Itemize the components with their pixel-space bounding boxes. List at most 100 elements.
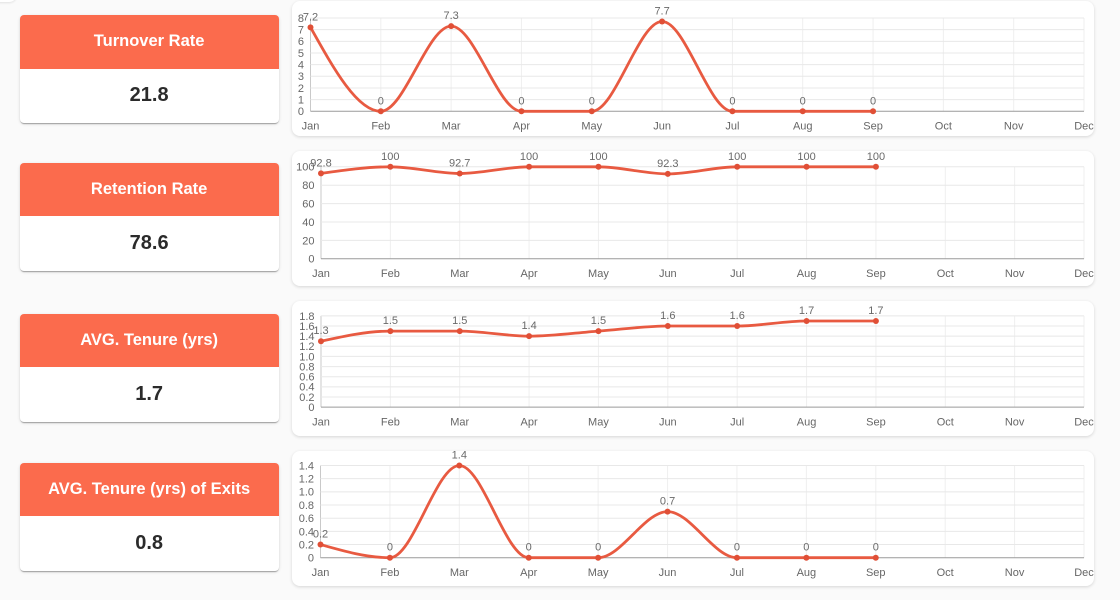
svg-text:Mar: Mar <box>450 268 469 280</box>
svg-text:Aug: Aug <box>796 268 816 280</box>
svg-text:0: 0 <box>518 96 524 108</box>
svg-text:Sep: Sep <box>866 268 886 280</box>
svg-text:7.7: 7.7 <box>654 6 669 18</box>
svg-text:Dec: Dec <box>1074 416 1094 428</box>
svg-text:0.7: 0.7 <box>659 495 674 507</box>
svg-text:1.4: 1.4 <box>451 451 466 462</box>
svg-text:20: 20 <box>302 235 314 247</box>
svg-text:7.2: 7.2 <box>302 12 317 24</box>
svg-text:0: 0 <box>377 96 383 108</box>
svg-text:2: 2 <box>297 83 303 95</box>
svg-text:0: 0 <box>803 541 809 553</box>
svg-text:1.3: 1.3 <box>313 325 328 337</box>
svg-text:Jan: Jan <box>301 121 319 133</box>
svg-text:100: 100 <box>519 151 537 163</box>
svg-text:4: 4 <box>297 60 303 72</box>
svg-text:Jun: Jun <box>653 121 671 133</box>
svg-text:Jul: Jul <box>730 268 744 280</box>
svg-text:Jan: Jan <box>311 567 329 579</box>
svg-text:0: 0 <box>799 96 805 108</box>
svg-text:0: 0 <box>525 541 531 553</box>
svg-text:Aug: Aug <box>792 121 812 133</box>
svg-text:92.8: 92.8 <box>310 157 331 169</box>
svg-text:1.5: 1.5 <box>382 315 397 327</box>
svg-text:Nov: Nov <box>1004 268 1024 280</box>
svg-text:0.6: 0.6 <box>298 513 313 525</box>
svg-text:Dec: Dec <box>1074 268 1094 280</box>
svg-text:92.7: 92.7 <box>449 157 470 169</box>
svg-text:Feb: Feb <box>380 567 399 579</box>
svg-text:100: 100 <box>728 151 746 163</box>
svg-text:Aug: Aug <box>796 567 816 579</box>
svg-text:1.8: 1.8 <box>299 311 314 323</box>
svg-text:May: May <box>588 268 609 280</box>
svg-text:Nov: Nov <box>1003 121 1023 133</box>
svg-text:0: 0 <box>297 106 303 118</box>
svg-text:May: May <box>588 416 609 428</box>
svg-text:Mar: Mar <box>441 121 460 133</box>
svg-text:0: 0 <box>386 541 392 553</box>
svg-text:100: 100 <box>589 151 607 163</box>
svg-text:1.2: 1.2 <box>299 341 314 353</box>
svg-text:Dec: Dec <box>1074 121 1094 133</box>
svg-text:Jan: Jan <box>312 416 330 428</box>
svg-text:40: 40 <box>302 217 314 229</box>
svg-text:Jun: Jun <box>658 268 676 280</box>
svg-text:Oct: Oct <box>936 567 953 579</box>
svg-text:Jul: Jul <box>725 121 739 133</box>
svg-text:0.2: 0.2 <box>299 392 314 404</box>
svg-text:1.7: 1.7 <box>868 305 883 317</box>
svg-text:8: 8 <box>297 13 303 25</box>
svg-text:1.0: 1.0 <box>298 486 313 498</box>
svg-text:Nov: Nov <box>1004 416 1024 428</box>
svg-text:0: 0 <box>729 96 735 108</box>
svg-text:Sep: Sep <box>863 121 883 133</box>
svg-text:100: 100 <box>296 162 314 174</box>
svg-text:Mar: Mar <box>450 416 469 428</box>
svg-text:100: 100 <box>797 151 815 163</box>
svg-text:1.6: 1.6 <box>299 321 314 333</box>
svg-text:Jul: Jul <box>729 567 743 579</box>
svg-text:Nov: Nov <box>1004 567 1024 579</box>
svg-text:0.2: 0.2 <box>298 539 313 551</box>
svg-text:7.3: 7.3 <box>443 10 458 22</box>
svg-text:Mar: Mar <box>449 567 468 579</box>
svg-text:Jan: Jan <box>312 268 330 280</box>
svg-text:0: 0 <box>869 96 875 108</box>
svg-text:Sep: Sep <box>865 567 885 579</box>
svg-text:80: 80 <box>302 180 314 192</box>
svg-text:0: 0 <box>307 552 313 564</box>
svg-text:Oct: Oct <box>934 121 951 133</box>
svg-text:1.6: 1.6 <box>729 310 744 322</box>
svg-text:92.3: 92.3 <box>657 158 678 170</box>
svg-text:Apr: Apr <box>520 416 537 428</box>
svg-text:Jun: Jun <box>658 416 676 428</box>
svg-text:5: 5 <box>297 48 303 60</box>
svg-text:0: 0 <box>595 541 601 553</box>
svg-text:0.6: 0.6 <box>299 371 314 383</box>
svg-text:1.4: 1.4 <box>299 331 314 343</box>
svg-text:0: 0 <box>733 541 739 553</box>
svg-text:Feb: Feb <box>380 268 399 280</box>
svg-text:6: 6 <box>297 37 303 49</box>
svg-text:May: May <box>587 567 608 579</box>
svg-text:Apr: Apr <box>520 268 537 280</box>
svg-text:1.5: 1.5 <box>590 315 605 327</box>
svg-text:0: 0 <box>308 254 314 266</box>
svg-text:May: May <box>581 121 602 133</box>
svg-text:1.6: 1.6 <box>660 310 675 322</box>
svg-text:Oct: Oct <box>936 416 953 428</box>
svg-text:0.8: 0.8 <box>298 500 313 512</box>
svg-text:1.0: 1.0 <box>299 351 314 363</box>
svg-text:3: 3 <box>297 72 303 84</box>
svg-text:1.4: 1.4 <box>521 320 536 332</box>
svg-text:0.4: 0.4 <box>299 382 314 394</box>
svg-text:Apr: Apr <box>520 567 537 579</box>
svg-text:7: 7 <box>297 25 303 37</box>
svg-text:Jul: Jul <box>730 416 744 428</box>
svg-text:Sep: Sep <box>866 416 886 428</box>
svg-text:0: 0 <box>588 96 594 108</box>
svg-text:1.7: 1.7 <box>798 305 813 317</box>
svg-text:Feb: Feb <box>371 121 390 133</box>
svg-text:1: 1 <box>297 95 303 107</box>
